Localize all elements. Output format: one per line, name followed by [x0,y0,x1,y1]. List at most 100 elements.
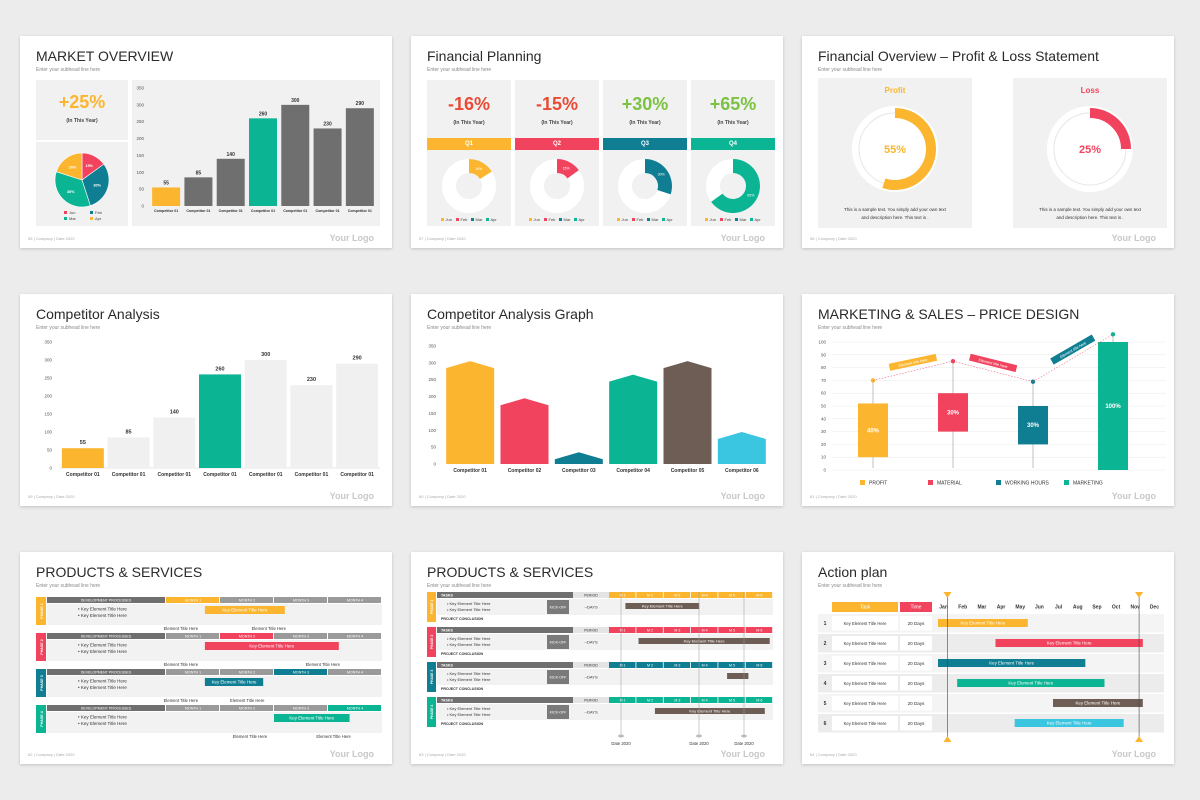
milestone-label: Element Title Here [230,698,265,703]
task-header-label: Task [860,605,871,611]
time-cell [900,696,932,711]
slide-subtitle: Enter your subhead line here [36,67,101,73]
phase-tag [36,597,46,625]
legend-label: Mar [476,217,484,222]
y-tick-label: 0 [823,468,826,473]
slide-market-overview[interactable]: MARKET OVERVIEW Enter your subhead line … [20,36,392,248]
month-label: MONTH 1 [185,598,201,602]
logo-text: Your Logo [1111,233,1156,243]
legend-label: Apr [667,217,674,222]
milestone-marker [943,736,952,742]
tasks-label: TASKS [441,593,454,597]
month-label: M 3 [674,698,680,702]
month-cell [691,627,718,633]
slide-price-design[interactable]: MARKETING & SALES – PRICE DESIGN Enter y… [802,294,1174,506]
slide-products-services-1[interactable]: PRODUCTS & SERVICES Enter your subhead l… [20,552,392,764]
month-label: M 4 [702,698,708,702]
bar [153,417,196,468]
y-tick-label: 250 [44,376,52,381]
pie-slice [54,171,91,208]
date-marker [696,734,702,738]
y-tick-label: 100 [136,170,144,175]
slide-subtitle: Enter your subhead line here [36,325,101,331]
whisker-dot [870,378,876,383]
bar [107,437,150,468]
y-tick-label: 50 [431,445,437,450]
slide-subtitle: Enter your subhead line here [427,67,492,73]
logo-text: Your Logo [329,233,374,243]
month-label: M 4 [702,628,708,632]
legend-label: Jun [622,217,628,222]
footer-text: | Company | Date 2020 [424,236,466,241]
logo-text: Your Logo [720,749,765,759]
banner-shape [968,353,1018,373]
kickoff-cell [547,635,569,649]
task-label: Key Element Title Here [844,641,887,646]
box [858,403,888,458]
slide-subtitle: Enter your subhead line here [427,325,492,331]
month-cell [328,597,381,603]
gantt-bar [938,659,1086,667]
slide-competitor-analysis[interactable]: Competitor Analysis Enter your subhead l… [20,294,392,506]
milestone-label: Element Title Here [306,662,341,667]
period-cell [573,697,609,703]
slide-title: PRODUCTS & SERVICES [427,564,594,580]
month-label: MONTH 2 [239,670,255,674]
pl-donut: 55% [852,106,938,192]
milestone-label: Element Title Here [233,734,268,739]
bullet-item: • Key Element Title Here [78,613,127,618]
donut-label: 16% [475,167,482,171]
bar [345,108,374,206]
y-tick-label: 50 [47,448,53,453]
month-label: MONTH 3 [293,598,309,602]
task-label: Key Element Title Here [844,701,887,706]
legend-swatch [486,218,489,221]
slide-action-plan[interactable]: Action plan Enter your subhead line here… [802,552,1174,764]
time-label: 20 Days [908,721,926,726]
time-cell [900,616,932,631]
month-cell [274,597,327,603]
conclusion-label: PROJECT CONCLUSION [441,652,484,656]
month-label: MONTH 3 [293,706,309,710]
slide-competitor-graph[interactable]: Competitor Analysis Graph Enter your sub… [411,294,783,506]
footer-text: | Company | Date 2020 [33,494,75,499]
footer: 55 | Company | Date 2020 [28,236,75,241]
donut-label: 65% [747,194,754,198]
month-cell [220,669,273,675]
month-cell [718,592,745,598]
quarter-kpi: +65% [709,94,757,114]
y-tick-label: 60 [821,391,827,396]
month-label: MONTH 4 [347,670,363,674]
bar-chart: 0 50 100 150 200 250 300 350 55 Competitor 01 85 Co… [44,340,380,478]
legend-label: Mar [564,217,572,222]
footer: 60 | Company | Date 2020 [419,494,466,499]
slide-financial-planning[interactable]: Financial Planning Enter your subhead li… [411,36,783,248]
phase-tag [36,705,46,733]
y-tick-label: 0 [433,462,436,467]
quarter-donut: 16% Jun Feb Mar Apr [441,159,497,222]
milestone-label: Element Title Here [164,698,199,703]
donut-arc [882,108,936,190]
month-label: M 6 [756,698,762,702]
y-tick-label: 350 [136,86,144,91]
month-cell [166,597,219,603]
logo-text: Your Logo [720,491,765,501]
legend-swatch [471,218,474,221]
bullet-item: • Key Element Title Here [447,636,491,641]
month-cell [663,592,691,598]
donut-arc [644,159,672,195]
slide-profit-loss[interactable]: Financial Overview – Profit & Loss State… [802,36,1174,248]
pl-donut: 25% [1047,106,1133,192]
task-header [832,602,898,612]
gantt-bar-label: Key Element Title Here [1047,641,1092,646]
task-label: Key Element Title Here [844,661,887,666]
milestone-marker [1135,592,1144,598]
timeline-bar-label: Key Element Title Here [689,708,731,713]
month-cell [636,697,663,703]
slide-products-services-2[interactable]: PRODUCTS & SERVICES Enter your subhead l… [411,552,783,764]
period-cell [573,662,609,668]
logo-text: Your Logo [1111,749,1156,759]
banner-label: Element title here [1059,341,1087,359]
kpi-label: (In This Year) [66,118,98,124]
month-cell [220,633,273,639]
